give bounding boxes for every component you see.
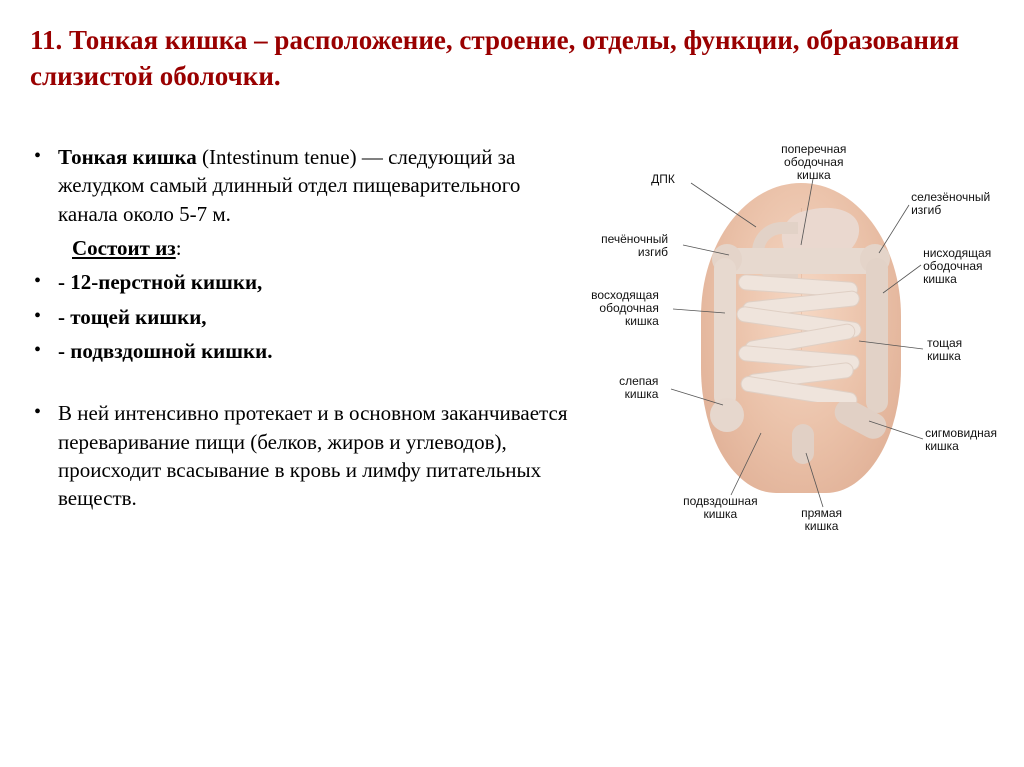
label-rectum: прямаякишка	[801, 507, 842, 533]
label-ileum: подвздошнаякишка	[683, 495, 758, 521]
bullet-part-3: - подвздошной кишки.	[30, 337, 583, 365]
bullet-part-1: - 12-перстной кишки,	[30, 268, 583, 296]
term-bold: Тонкая кишка	[58, 145, 197, 169]
bullet-para2: В ней интенсивно протекает и в основном …	[30, 399, 583, 512]
bullet-list: Тонкая кишка (Intestinum tenue) — следую…	[30, 143, 583, 365]
slide-title: 11. Тонкая кишка – расположение, строени…	[30, 22, 996, 95]
spacer	[30, 371, 583, 399]
label-dpk: ДПК	[651, 173, 675, 186]
label-sigmoid: сигмовиднаякишка	[925, 427, 997, 453]
consists-colon: :	[176, 236, 182, 260]
label-descending: нисходящаяободочнаякишка	[923, 247, 991, 286]
text-column: Тонкая кишка (Intestinum tenue) — следую…	[30, 143, 583, 613]
bullet-part-2: - тощей кишки,	[30, 303, 583, 331]
bullet-list-2: В ней интенсивно протекает и в основном …	[30, 399, 583, 512]
label-cecum: слепаякишка	[619, 375, 658, 401]
para2-text: В ней интенсивно протекает и в основном …	[58, 401, 567, 510]
consists-line: Состоит из:	[30, 234, 583, 262]
label-transverse: поперечнаяободочнаякишка	[781, 143, 846, 182]
label-hepatic: печёночныйизгиб	[601, 233, 668, 259]
consists-underline: Состоит из	[72, 236, 176, 260]
anatomy-diagram: ДПК поперечнаяободочнаякишка селезёночны…	[591, 143, 996, 613]
part2-text: - тощей кишки,	[58, 305, 207, 329]
label-jejunum: тощаякишка	[927, 337, 962, 363]
label-splenic: селезёночныйизгиб	[911, 191, 990, 217]
label-ascending: восходящаяободочнаякишка	[591, 289, 659, 328]
bullet-intro: Тонкая кишка (Intestinum tenue) — следую…	[30, 143, 583, 228]
part1-text: - 12-перстной кишки,	[58, 270, 262, 294]
part3-text: - подвздошной кишки.	[58, 339, 272, 363]
content-row: Тонкая кишка (Intestinum tenue) — следую…	[30, 143, 996, 613]
slide: 11. Тонкая кишка – расположение, строени…	[0, 0, 1024, 767]
